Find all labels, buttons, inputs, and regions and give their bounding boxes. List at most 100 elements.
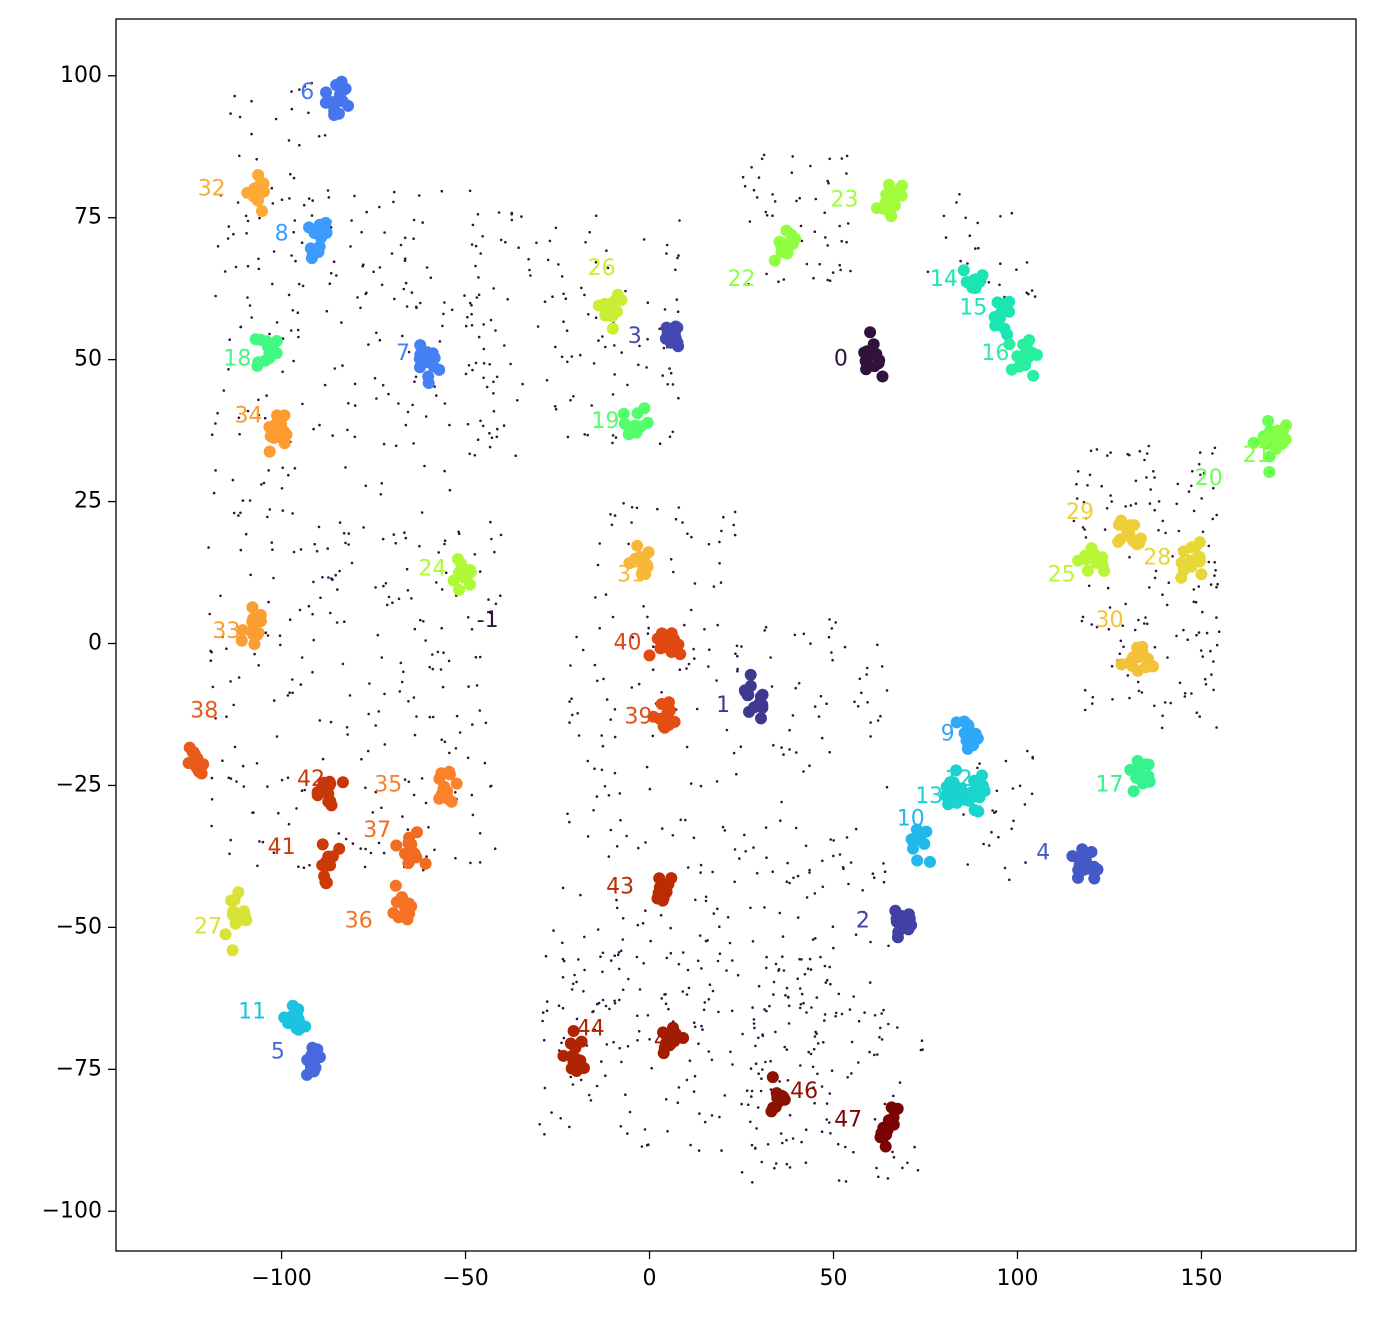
noise-point [1081,526,1085,529]
cluster-point [617,407,630,420]
noise-point [647,626,650,630]
noise-point [326,189,330,192]
noise-point [241,764,245,768]
noise-point [594,261,598,264]
noise-point [995,789,999,793]
noise-point [443,539,447,542]
noise-point [628,1110,632,1114]
y-tick-label: 75 [74,205,102,230]
noise-point [298,88,301,91]
noise-point [830,1069,834,1072]
noise-point [875,1166,878,1170]
y-tick-label: 25 [74,489,102,514]
noise-point [677,1086,681,1089]
noise-point [272,851,276,854]
noise-point [474,655,478,659]
noise-point [441,324,444,328]
noise-point [646,337,649,341]
noise-point [861,889,864,892]
noise-point [1090,623,1093,626]
noise-point [597,339,600,342]
noise-point [562,1036,566,1040]
noise-point [601,335,604,338]
cluster-point [246,601,259,614]
noise-point [232,703,235,707]
y-tick-label: −50 [56,914,102,939]
noise-point [1091,702,1094,705]
noise-point [689,782,693,785]
noise-point [718,952,722,955]
noise-point [840,157,844,160]
noise-point [816,1042,820,1045]
noise-point [575,980,578,984]
noise-point [414,375,418,379]
noise-point [239,548,243,552]
cluster-point [638,402,651,415]
noise-point [999,215,1002,218]
noise-point [665,243,669,247]
noise-point [403,257,407,261]
noise-point [369,851,373,855]
cluster-point [651,632,664,645]
noise-point [1124,505,1127,508]
noise-point [296,328,300,332]
cluster-point [662,878,675,891]
cluster-point [653,872,666,885]
noise-point [477,335,481,339]
noise-point [823,964,827,968]
noise-point [812,276,815,280]
cluster-point [316,838,329,851]
noise-point [732,523,735,527]
cluster-point [410,851,423,864]
noise-point [470,312,473,316]
noise-point [606,266,610,270]
noise-point [1215,513,1218,517]
noise-point [481,235,484,238]
x-tick-label: 50 [820,1266,848,1291]
noise-point [809,1052,813,1056]
noise-point [799,1003,803,1006]
noise-point [637,682,641,686]
cluster-label: 14 [930,267,958,292]
noise-point [784,994,787,997]
noise-point [270,541,274,544]
noise-point [321,576,324,579]
noise-point [554,407,558,411]
noise-point [575,1017,579,1021]
noise-point [880,1012,883,1015]
noise-point [736,654,739,658]
cluster-label: 44 [577,1017,605,1042]
noise-point [415,715,418,718]
noise-point [829,982,832,986]
noise-point [443,740,447,744]
noise-point [725,969,728,972]
noise-point [819,694,823,698]
noise-point [642,238,646,241]
noise-point [353,404,357,407]
noise-point [1207,560,1211,564]
noise-point [625,834,628,838]
noise-point [290,90,293,93]
noise-point [429,276,433,280]
noise-point [250,99,253,103]
noise-point [487,598,490,601]
cluster-label: 35 [374,773,402,798]
noise-point [300,241,304,244]
noise-point [613,771,617,775]
noise-point [621,938,625,941]
noise-point [605,249,608,252]
noise-point [292,550,296,554]
noise-point [807,1050,810,1054]
noise-point [579,893,582,897]
noise-point [689,1143,692,1147]
noise-point [251,811,254,814]
noise-point [557,263,560,266]
cluster-point [256,205,268,217]
noise-point [733,510,737,514]
noise-point [262,481,266,485]
noise-point [771,870,774,873]
noise-point [794,826,798,830]
cluster-point [950,764,963,777]
noise-point [750,1089,754,1093]
noise-point [394,444,398,448]
